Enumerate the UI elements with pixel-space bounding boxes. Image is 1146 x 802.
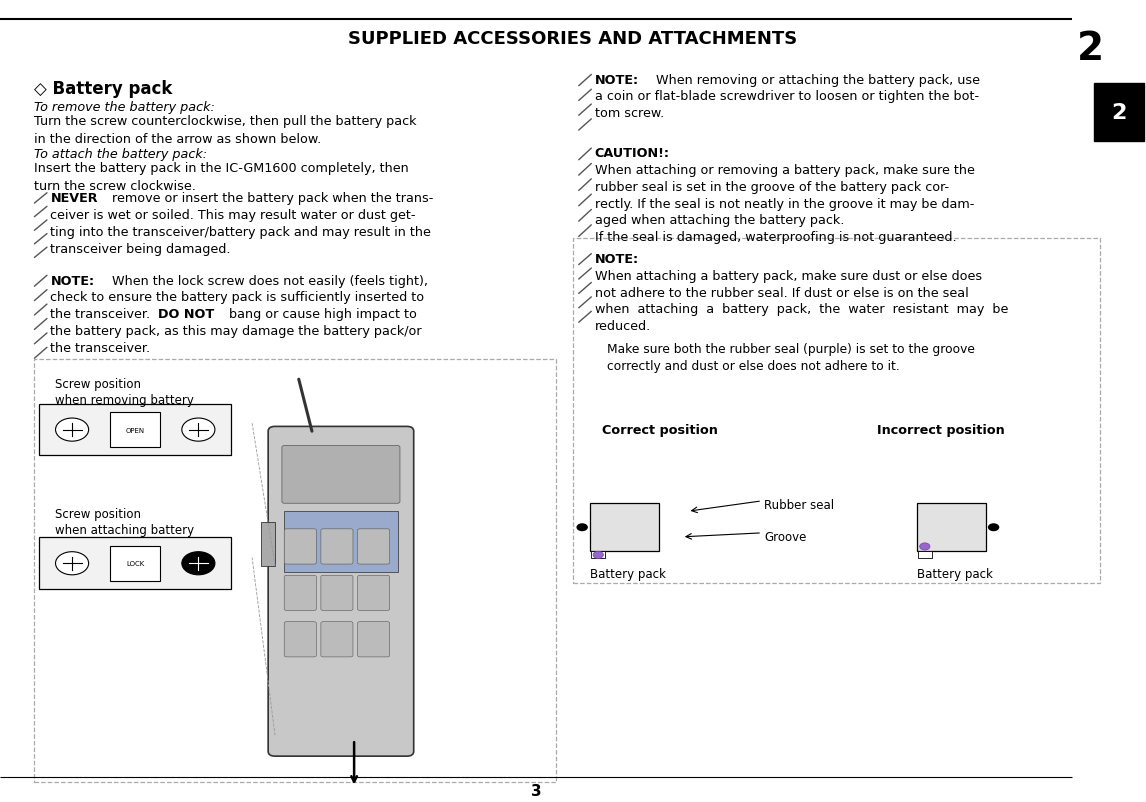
Circle shape	[576, 524, 588, 532]
Text: To remove the battery pack:: To remove the battery pack:	[34, 101, 215, 114]
Text: a coin or flat-blade screwdriver to loosen or tighten the bot-: a coin or flat-blade screwdriver to loos…	[595, 91, 979, 103]
Text: NEVER: NEVER	[50, 192, 97, 205]
Text: Insert the battery pack in the IC-GM1600 completely, then
turn the screw clockwi: Insert the battery pack in the IC-GM1600…	[34, 162, 409, 192]
FancyBboxPatch shape	[110, 546, 160, 581]
Text: DO NOT: DO NOT	[158, 308, 214, 321]
Text: when  attaching  a  battery  pack,  the  water  resistant  may  be: when attaching a battery pack, the water…	[595, 303, 1008, 316]
FancyBboxPatch shape	[39, 404, 231, 456]
Text: rectly. If the seal is not neatly in the groove it may be dam-: rectly. If the seal is not neatly in the…	[595, 197, 974, 210]
Circle shape	[182, 419, 215, 442]
Text: NOTE:: NOTE:	[50, 274, 95, 287]
FancyBboxPatch shape	[573, 238, 1100, 584]
FancyBboxPatch shape	[110, 412, 160, 448]
FancyBboxPatch shape	[1094, 84, 1144, 142]
Circle shape	[55, 419, 88, 442]
Text: bang or cause high impact to: bang or cause high impact to	[225, 308, 416, 321]
Text: reduced.: reduced.	[595, 320, 651, 333]
Text: ceiver is wet or soiled. This may result water or dust get-: ceiver is wet or soiled. This may result…	[50, 209, 416, 221]
Text: Battery pack: Battery pack	[917, 568, 992, 581]
FancyBboxPatch shape	[284, 622, 316, 657]
Circle shape	[919, 543, 931, 550]
FancyBboxPatch shape	[321, 622, 353, 657]
Text: Screw position
when removing battery: Screw position when removing battery	[55, 377, 194, 407]
Text: SUPPLIED ACCESSORIES AND ATTACHMENTS: SUPPLIED ACCESSORIES AND ATTACHMENTS	[348, 30, 798, 47]
FancyBboxPatch shape	[918, 552, 932, 559]
FancyBboxPatch shape	[321, 529, 353, 565]
Text: When attaching or removing a battery pack, make sure the: When attaching or removing a battery pac…	[595, 164, 974, 177]
Text: When attaching a battery pack, make sure dust or else does: When attaching a battery pack, make sure…	[595, 269, 982, 282]
FancyBboxPatch shape	[261, 522, 275, 566]
Text: Battery pack: Battery pack	[590, 568, 666, 581]
Text: When removing or attaching the battery pack, use: When removing or attaching the battery p…	[652, 74, 980, 87]
Text: not adhere to the rubber seal. If dust or else is on the seal: not adhere to the rubber seal. If dust o…	[595, 286, 968, 299]
FancyBboxPatch shape	[268, 427, 414, 756]
Text: check to ensure the battery pack is sufficiently inserted to: check to ensure the battery pack is suff…	[50, 291, 424, 304]
Text: CAUTION!:: CAUTION!:	[595, 147, 669, 160]
Text: ◇ Battery pack: ◇ Battery pack	[34, 80, 173, 98]
FancyBboxPatch shape	[358, 622, 390, 657]
Text: To attach the battery pack:: To attach the battery pack:	[34, 148, 207, 161]
Circle shape	[182, 552, 215, 575]
FancyBboxPatch shape	[39, 537, 231, 589]
Text: the transceiver.: the transceiver.	[50, 308, 155, 321]
Text: transceiver being damaged.: transceiver being damaged.	[50, 242, 231, 255]
Text: Groove: Groove	[764, 531, 807, 544]
Text: LOCK: LOCK	[126, 561, 144, 566]
Text: 2: 2	[1077, 30, 1105, 67]
Circle shape	[592, 552, 603, 559]
FancyBboxPatch shape	[284, 576, 316, 610]
FancyBboxPatch shape	[284, 512, 398, 573]
Text: tom screw.: tom screw.	[595, 107, 664, 120]
Circle shape	[988, 524, 999, 532]
Text: When the lock screw does not easily (feels tight),: When the lock screw does not easily (fee…	[108, 274, 427, 287]
Text: Make sure both the rubber seal (purple) is set to the groove: Make sure both the rubber seal (purple) …	[607, 342, 975, 355]
FancyBboxPatch shape	[34, 360, 556, 782]
Text: If the seal is damaged, waterproofing is not guaranteed.: If the seal is damaged, waterproofing is…	[595, 231, 957, 244]
FancyBboxPatch shape	[358, 576, 390, 610]
Text: the transceiver.: the transceiver.	[50, 342, 150, 354]
FancyBboxPatch shape	[282, 446, 400, 504]
FancyBboxPatch shape	[321, 576, 353, 610]
FancyBboxPatch shape	[917, 504, 986, 552]
Text: 3: 3	[531, 784, 542, 798]
Text: OPEN: OPEN	[126, 427, 144, 433]
FancyBboxPatch shape	[284, 529, 316, 565]
Text: the battery pack, as this may damage the battery pack/or: the battery pack, as this may damage the…	[50, 325, 422, 338]
Text: ting into the transceiver/battery pack and may result in the: ting into the transceiver/battery pack a…	[50, 225, 431, 238]
FancyBboxPatch shape	[591, 552, 605, 559]
Text: 2: 2	[1112, 103, 1127, 123]
FancyBboxPatch shape	[590, 504, 659, 552]
Text: Correct position: Correct position	[602, 423, 717, 436]
Text: Incorrect position: Incorrect position	[877, 423, 1004, 436]
Text: rubber seal is set in the groove of the battery pack cor-: rubber seal is set in the groove of the …	[595, 180, 949, 193]
Text: Screw position
when attaching battery: Screw position when attaching battery	[55, 508, 194, 537]
Text: NOTE:: NOTE:	[595, 253, 639, 265]
Text: Rubber seal: Rubber seal	[764, 498, 834, 511]
Text: Turn the screw counterclockwise, then pull the battery pack
in the direction of : Turn the screw counterclockwise, then pu…	[34, 115, 417, 146]
Circle shape	[55, 552, 88, 575]
Text: correctly and dust or else does not adhere to it.: correctly and dust or else does not adhe…	[607, 360, 900, 373]
Text: aged when attaching the battery pack.: aged when attaching the battery pack.	[595, 214, 845, 227]
Text: NOTE:: NOTE:	[595, 74, 639, 87]
FancyBboxPatch shape	[358, 529, 390, 565]
Text: remove or insert the battery pack when the trans-: remove or insert the battery pack when t…	[108, 192, 433, 205]
